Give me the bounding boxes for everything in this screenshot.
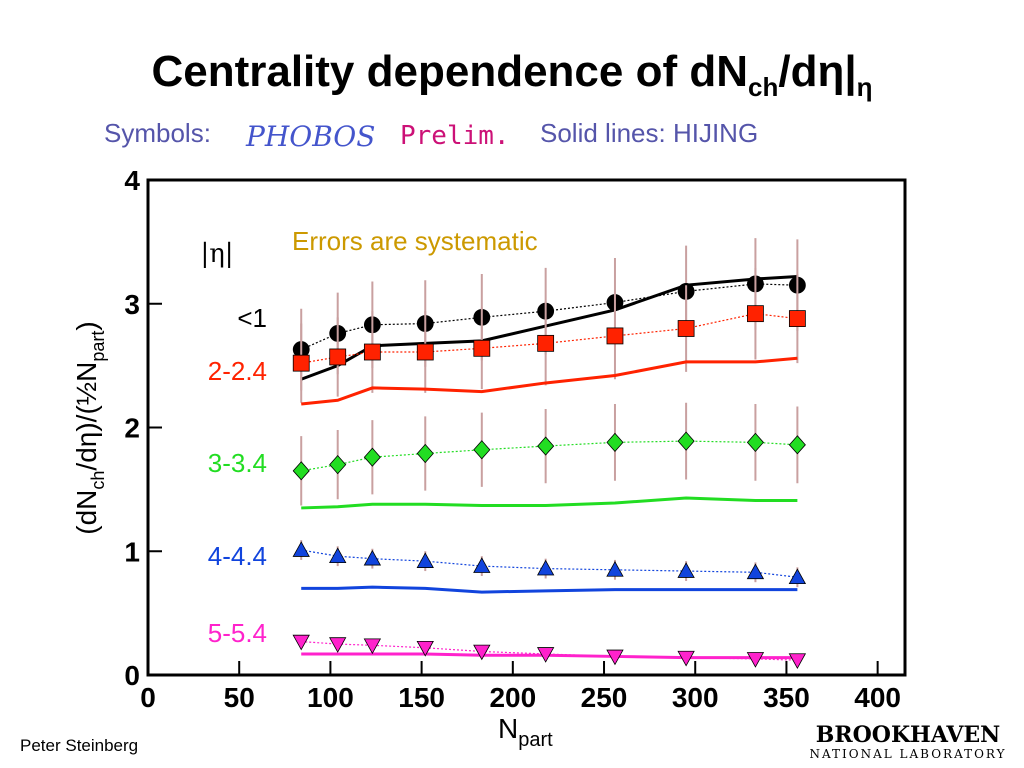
y-label-sub2: part: [88, 331, 108, 362]
data-line: [301, 640, 798, 661]
x-label-main: N: [498, 713, 518, 744]
data-line: [301, 549, 798, 578]
footer-lab-sub: NATIONAL LABORATORY: [809, 747, 1006, 761]
marker: [606, 560, 624, 577]
marker: [473, 440, 491, 460]
marker: [536, 647, 555, 663]
marker: [788, 653, 807, 669]
x-label-sub: part: [518, 729, 553, 751]
marker: [606, 327, 624, 345]
subtitle-prelim: Prelim.: [400, 121, 510, 151]
marker: [746, 652, 765, 668]
marker: [746, 432, 764, 452]
x-tick-label: 400: [854, 682, 901, 713]
x-tick-label: 250: [581, 682, 628, 713]
y-tick-label: 4: [124, 165, 140, 196]
marker: [292, 634, 310, 651]
title-main: Centrality dependence of dN: [151, 47, 748, 96]
marker: [606, 432, 624, 452]
x-tick-label: 300: [672, 682, 719, 713]
marker: [746, 563, 765, 580]
y-label-sub: ch: [88, 471, 108, 490]
marker: [363, 343, 381, 361]
marker: [788, 435, 806, 455]
annotation-errors: Errors are systematic: [292, 226, 538, 256]
marker: [747, 305, 764, 323]
phobos-logo: PHOBOS: [245, 120, 375, 153]
marker: [788, 568, 807, 585]
footer-author: Peter Steinberg: [20, 736, 138, 755]
marker: [363, 549, 382, 566]
series-label: 4-4.4: [208, 541, 267, 571]
y-axis-label: (dNch/dη)/(½Npart): [71, 321, 108, 534]
marker: [473, 557, 491, 573]
hijing-line: [301, 496, 798, 510]
marker: [677, 650, 695, 667]
marker: [537, 436, 555, 456]
marker: [292, 461, 310, 481]
marker: [788, 310, 806, 328]
y-label-b: /dη)/(½N: [71, 362, 102, 471]
y-tick-label: 3: [124, 289, 140, 320]
marker: [536, 559, 555, 576]
title-sub: ch: [748, 72, 778, 102]
series-label: 3-3.4: [208, 448, 267, 478]
y-label-c: ): [71, 321, 102, 330]
marker: [329, 637, 347, 653]
marker: [606, 649, 624, 666]
data-line: [301, 440, 798, 472]
marker: [363, 638, 382, 655]
series-label: <1: [237, 303, 267, 333]
hijing-line: [301, 356, 798, 406]
marker: [329, 547, 347, 563]
marker: [416, 443, 434, 464]
marker: [677, 431, 695, 451]
x-axis-label: Npart: [498, 713, 553, 751]
marker: [329, 348, 347, 366]
series-label: 2-2.4: [208, 356, 267, 386]
annotation-eta: |η|: [200, 239, 233, 269]
series-label: 5-5.4: [208, 618, 267, 648]
marker: [473, 339, 491, 357]
marker: [677, 562, 695, 578]
title-sub2: η: [857, 72, 873, 102]
slide-title: Centrality dependence of dNch/dη|η: [151, 47, 872, 102]
x-tick-label: 150: [398, 682, 445, 713]
hijing-line: [301, 585, 798, 594]
marker: [292, 354, 310, 372]
title-rest: /dη|: [778, 47, 856, 97]
footer-lab: BROOKHAVEN: [816, 722, 1001, 748]
marker: [677, 320, 695, 337]
x-tick-label: 100: [307, 682, 354, 713]
y-tick-label: 2: [124, 413, 140, 444]
hijing-line: [300, 275, 798, 381]
marker: [473, 644, 491, 661]
x-tick-label: 350: [763, 682, 810, 713]
subtitle-symbols: Symbols:: [104, 118, 211, 148]
data-line: [301, 313, 798, 364]
marker: [537, 334, 555, 352]
marker: [329, 455, 347, 475]
x-tick-label: 50: [224, 682, 255, 713]
marker: [416, 552, 434, 568]
marker: [363, 447, 381, 467]
hijing-line: [301, 652, 798, 660]
y-label-a: (dN: [71, 490, 102, 535]
marker: [416, 640, 434, 657]
y-tick-label: 0: [124, 660, 140, 691]
subtitle-lines: Solid lines: HIJING: [540, 118, 758, 148]
x-tick-label: 200: [489, 682, 536, 713]
marker: [416, 343, 434, 361]
marker: [292, 541, 310, 557]
y-tick-label: 1: [124, 536, 140, 567]
x-tick-label: 0: [140, 682, 156, 713]
data-line: [300, 283, 798, 351]
